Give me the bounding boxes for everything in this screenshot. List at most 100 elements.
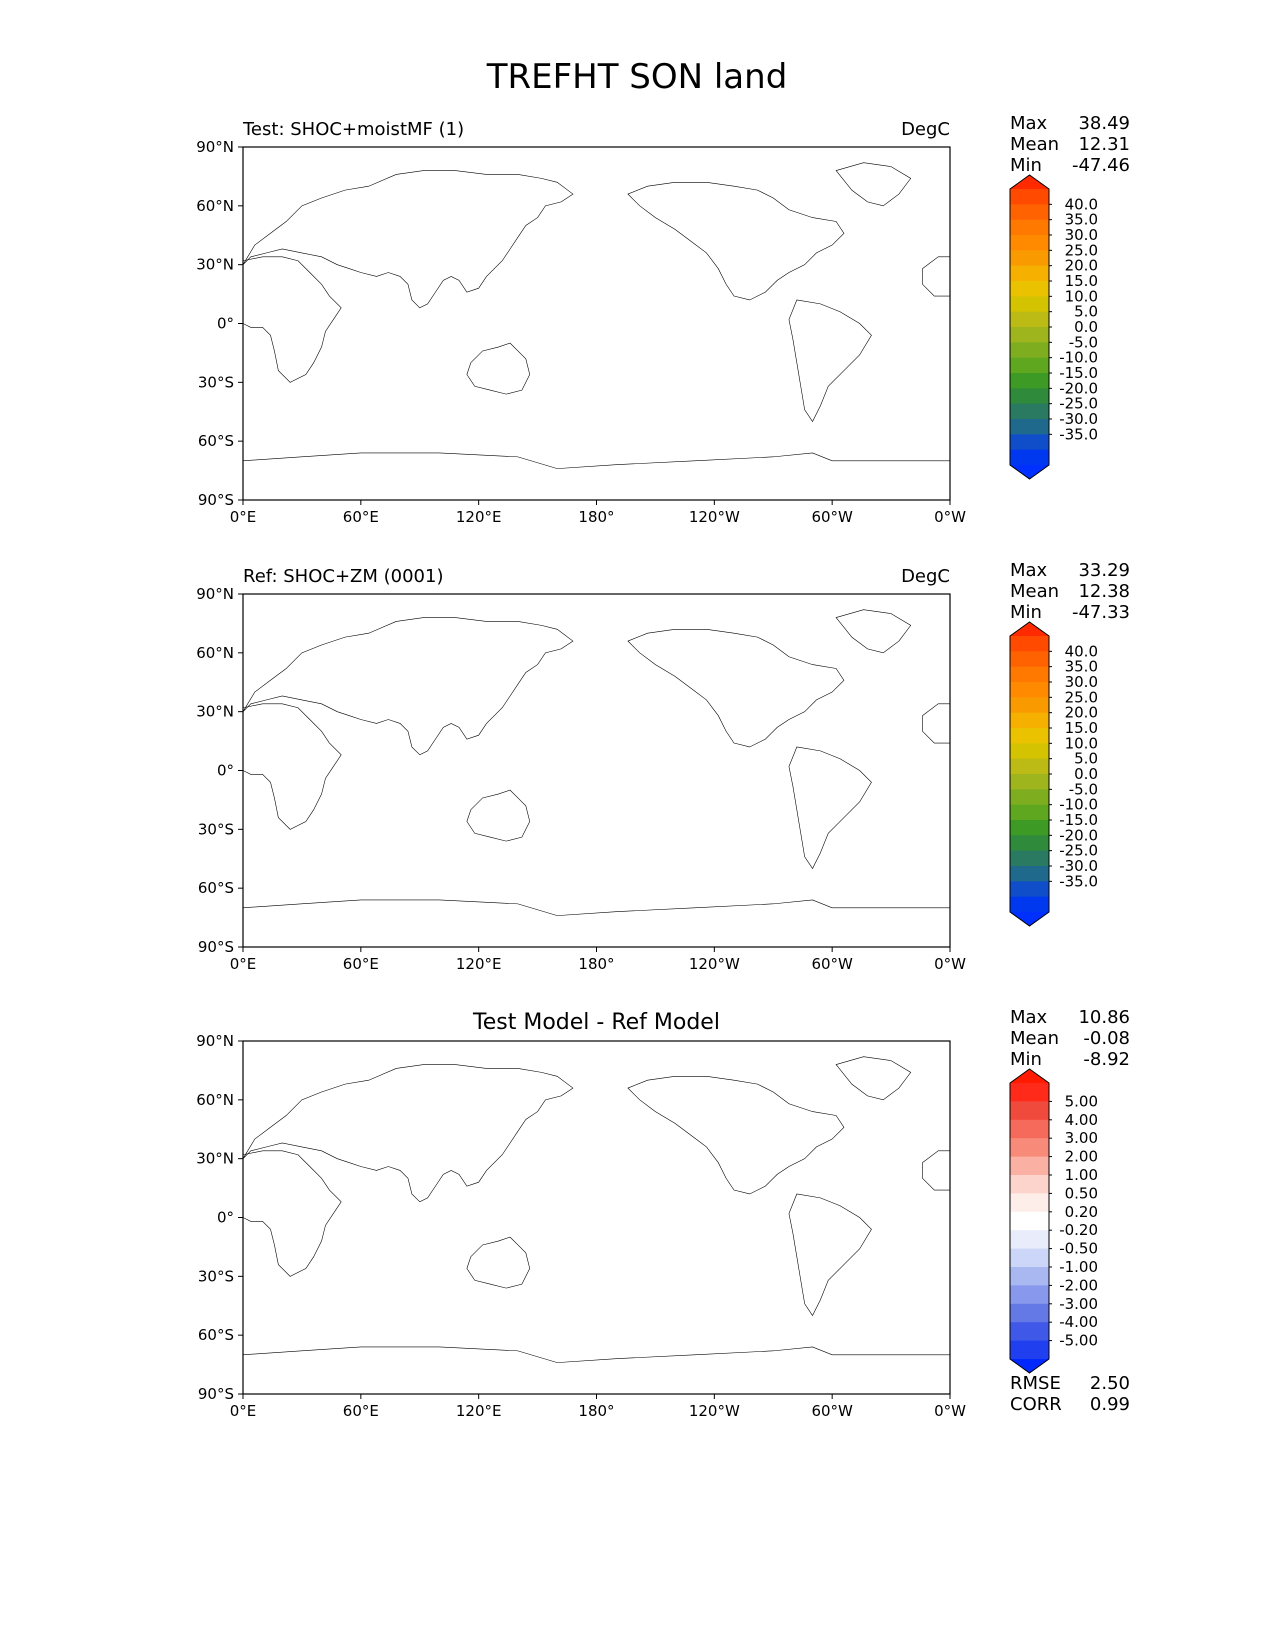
lat-tick-label: 30°S [198, 1267, 234, 1285]
colorbar-segment [1010, 1193, 1049, 1213]
colorbar-segment [1010, 357, 1049, 374]
colorbar-tick-label: 25.0 [1065, 688, 1098, 706]
colorbar: 40.035.030.025.020.015.010.05.00.0-5.0-1… [1009, 174, 1098, 480]
stat-label: Max [1010, 113, 1048, 134]
lon-tick-label: 60°E [343, 955, 379, 973]
panel-units: DegC [901, 119, 950, 140]
stat-value: -0.08 [1083, 1028, 1130, 1049]
colorbar-tick-label: -15.0 [1059, 811, 1098, 829]
colorbar-tick-label: -0.50 [1059, 1240, 1098, 1258]
colorbar-segment [1010, 1303, 1049, 1323]
lat-tick-label: 30°S [198, 373, 234, 391]
lat-tick-label: 90°S [198, 1385, 234, 1403]
colorbar-tick-label: 25.0 [1065, 241, 1098, 259]
colorbar-segment [1010, 682, 1049, 698]
colorbar-bottom-extend [1010, 465, 1049, 479]
lon-tick-label: 60°E [343, 1402, 379, 1420]
lat-tick-label: 60°N [196, 197, 234, 215]
lon-tick-label: 120°W [689, 1402, 740, 1420]
stat-value: -8.92 [1083, 1049, 1130, 1070]
lat-tick-label: 90°S [198, 938, 234, 956]
colorbar-tick-label: -10.0 [1059, 796, 1098, 814]
lat-tick-label: 90°N [196, 138, 234, 156]
colorbar-segment [1010, 728, 1049, 744]
colorbar-tick-label: -20.0 [1059, 826, 1098, 844]
stat-label: CORR [1010, 1394, 1062, 1415]
colorbar-segment [1010, 449, 1049, 466]
lon-tick-label: 0°W [934, 1402, 966, 1420]
lon-tick-label: 120°W [689, 508, 740, 526]
colorbar-segment [1010, 281, 1049, 297]
map [242, 146, 951, 501]
colorbar-bottom-extend [1010, 1359, 1049, 1373]
stat-value: 10.86 [1078, 1007, 1130, 1028]
stat-label: Mean [1010, 134, 1059, 155]
lon-tick-label: 0°W [934, 955, 966, 973]
lon-tick-label: 0°E [230, 508, 257, 526]
colorbar-segment [1010, 204, 1049, 221]
colorbar-segment [1010, 1322, 1049, 1342]
stat-value: -47.33 [1072, 602, 1130, 623]
colorbar-top-extend [1010, 622, 1049, 636]
lon-tick-label: 60°E [343, 508, 379, 526]
colorbar-tick-label: 0.0 [1074, 318, 1098, 336]
colorbar: 5.004.003.002.001.000.500.20-0.20-0.50-1… [1009, 1068, 1098, 1374]
lat-tick-label: 30°N [196, 703, 234, 721]
lat-tick-label: 60°N [196, 1091, 234, 1109]
colorbar-tick-label: -2.00 [1059, 1276, 1098, 1294]
colorbar-tick-label: 35.0 [1065, 658, 1098, 676]
colorbar-segment [1010, 804, 1049, 821]
map [242, 593, 951, 948]
colorbar-segment [1010, 1138, 1049, 1158]
colorbar-tick-label: 5.0 [1074, 303, 1098, 321]
lon-tick-label: 120°W [689, 955, 740, 973]
colorbar-segment [1010, 666, 1049, 683]
colorbar-tick-label: -5.0 [1069, 780, 1098, 798]
colorbar-tick-label: 5.00 [1065, 1092, 1098, 1110]
colorbar-segment [1010, 835, 1049, 852]
lon-tick-label: 180° [578, 955, 614, 973]
colorbar-segment [1010, 1175, 1049, 1194]
colorbar-tick-label: -4.00 [1059, 1313, 1098, 1331]
colorbar-segment [1010, 250, 1049, 267]
colorbar-segment [1010, 296, 1049, 313]
lat-tick-label: 60°S [198, 432, 234, 450]
lon-tick-label: 60°W [811, 955, 853, 973]
colorbar-segment [1010, 820, 1049, 836]
lat-tick-label: 60°S [198, 879, 234, 897]
lat-tick-label: 90°N [196, 1032, 234, 1050]
stat-value: 2.50 [1090, 1373, 1130, 1394]
colorbar-segment [1010, 219, 1049, 236]
colorbar-segment [1010, 1267, 1049, 1286]
lat-tick-label: 30°N [196, 256, 234, 274]
colorbar-tick-label: 20.0 [1065, 257, 1098, 275]
colorbar-tick-label: 5.0 [1074, 750, 1098, 768]
colorbar-tick-label: -3.00 [1059, 1295, 1098, 1313]
colorbar-tick-label: -15.0 [1059, 364, 1098, 382]
stat-label: Min [1010, 1049, 1042, 1070]
panel-test: Test: SHOC+moistMF (1) DegC 90°N 60°N 30°N 0°… [196, 113, 1130, 526]
colorbar-tick-label: 2.00 [1065, 1148, 1098, 1166]
colorbar-segment [1010, 1211, 1049, 1231]
stat-value: 33.29 [1078, 560, 1130, 581]
colorbar-segment [1010, 265, 1049, 282]
colorbar-top-extend [1010, 175, 1049, 189]
lon-tick-label: 0°W [934, 508, 966, 526]
colorbar-tick-label: 40.0 [1065, 195, 1098, 213]
lat-tick-label: 60°N [196, 644, 234, 662]
lon-tick-label: 0°E [230, 1402, 257, 1420]
lat-tick-label: 90°N [196, 585, 234, 603]
colorbar-segment [1010, 896, 1049, 913]
lat-tick-label: 90°S [198, 491, 234, 509]
stat-label: Mean [1010, 581, 1059, 602]
colorbar-segment [1010, 373, 1049, 389]
colorbar-tick-label: -35.0 [1059, 425, 1098, 443]
map [242, 1040, 951, 1395]
colorbar-tick-label: 20.0 [1065, 704, 1098, 722]
stat-label: Mean [1010, 1028, 1059, 1049]
stat-value: 38.49 [1078, 113, 1130, 134]
colorbar-segment [1010, 712, 1049, 729]
colorbar-segment [1010, 189, 1049, 205]
panel-title: Ref: SHOC+ZM (0001) [243, 566, 443, 587]
